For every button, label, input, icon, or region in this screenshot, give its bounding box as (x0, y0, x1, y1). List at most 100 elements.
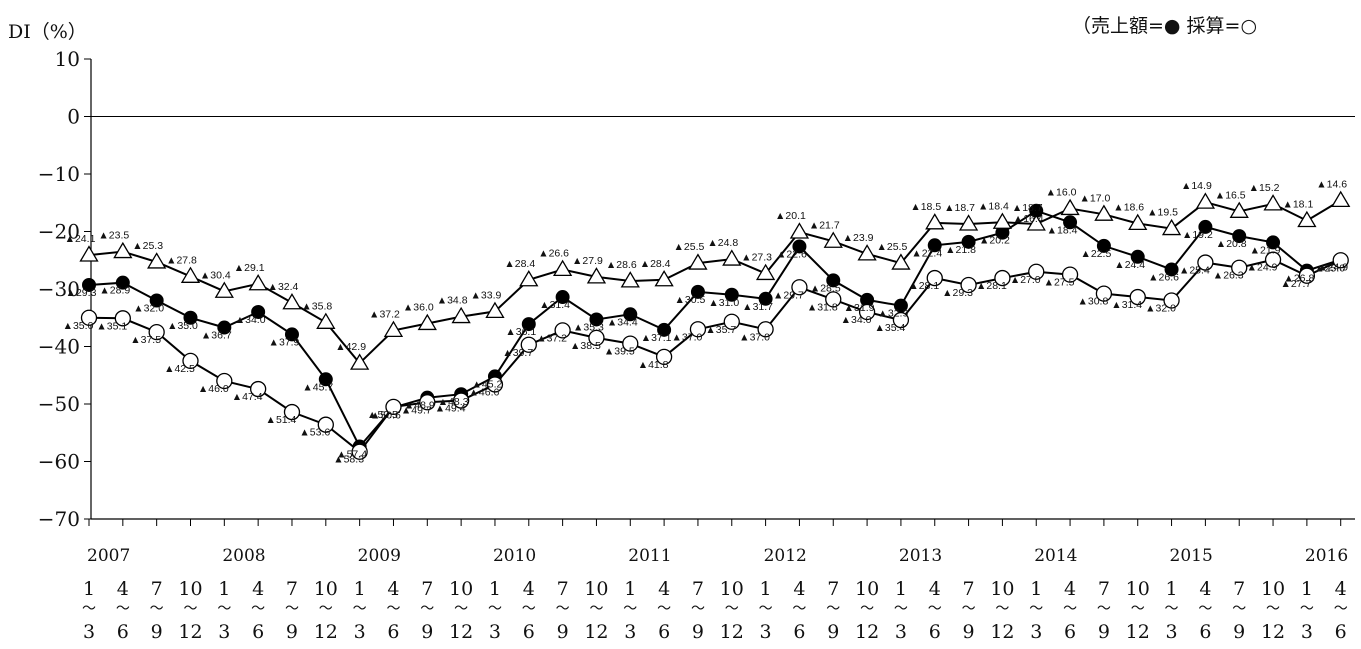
data-point-open-circle (1129, 288, 1146, 306)
x-tick-tilde: ～ (82, 601, 96, 617)
x-tick-end-month: 9 (1233, 621, 1245, 643)
data-point-open-circle (1028, 263, 1045, 280)
data-label: ▲18.5 (910, 201, 941, 213)
data-point-filled-circle (1164, 262, 1179, 277)
data-point-open-circle (283, 403, 301, 421)
data-point-open-triangle (79, 245, 99, 262)
x-year-label: 2016 (1305, 546, 1348, 566)
y-tick-label: −30 (38, 277, 80, 301)
data-label: ▲50.5 (367, 409, 398, 421)
data-label: ▲49.4 (435, 403, 466, 415)
x-tick-end-month: 12 (990, 621, 1014, 643)
x-year-label: 2008 (222, 546, 265, 566)
data-point-open-circle (1163, 292, 1180, 309)
y-tick-label: −10 (38, 162, 80, 186)
x-tick-start-month: 1 (83, 578, 95, 600)
x-tick-end-month: 12 (584, 621, 608, 643)
x-year-label: 2009 (358, 546, 401, 566)
x-tick-start-month: 1 (1166, 578, 1178, 600)
data-label: ▲17.0 (1079, 192, 1110, 204)
data-label: ▲14.6 (1316, 178, 1347, 190)
x-tick-start-month: 10 (1261, 578, 1285, 600)
x-tick-end-month: 12 (1261, 621, 1285, 643)
data-point-open-triangle (1263, 194, 1283, 211)
data-label: ▲20.8 (1216, 238, 1247, 250)
data-label: ▲14.9 (1181, 180, 1212, 192)
data-point-open-triangle (823, 231, 843, 248)
data-point-open-circle (791, 279, 808, 296)
data-label: ▲45.2 (472, 378, 503, 390)
data-label: ▲51.4 (266, 414, 297, 426)
x-tick-tilde: ～ (725, 601, 739, 617)
data-label: ▲32.0 (133, 303, 164, 315)
legend: （売上額=● 採算=○ (1072, 15, 1257, 37)
data-label: ▲32.0 (1145, 303, 1176, 315)
data-point-open-circle (689, 321, 707, 338)
x-tick-tilde: ～ (454, 601, 468, 617)
x-tick-tilde: ～ (1131, 601, 1145, 617)
x-tick-tilde: ～ (217, 601, 231, 617)
data-label: ▲23.9 (843, 232, 874, 244)
data-label: ▲46.6 (469, 386, 500, 398)
data-label: ▲19.2 (1182, 229, 1213, 241)
data-point-open-triangle (654, 270, 674, 287)
data-point-open-triangle (1161, 218, 1182, 236)
data-point-open-circle (858, 303, 876, 321)
x-tick-start-month: 4 (1335, 578, 1347, 600)
data-point-open-circle (757, 321, 774, 338)
x-tick-tilde: ～ (894, 601, 908, 617)
data-point-open-triangle (1026, 214, 1046, 231)
y-tick-label: −40 (38, 335, 80, 359)
data-label: ▲32.9 (877, 308, 908, 320)
data-label: ▲35.0 (63, 320, 94, 332)
x-tick-end-month: 6 (658, 621, 670, 643)
data-point-filled-circle (521, 317, 536, 332)
data-label: ▲31.9 (844, 302, 875, 314)
x-tick-tilde: ～ (386, 601, 400, 617)
x-tick-end-month: 3 (354, 621, 366, 643)
data-point-filled-circle (1130, 249, 1145, 264)
x-tick-end-month: 3 (83, 621, 95, 643)
data-label: ▲25.4 (1179, 265, 1210, 277)
x-year-label: 2011 (628, 546, 671, 566)
x-tick-start-month: 1 (354, 578, 366, 600)
data-label: ▲36.7 (201, 330, 232, 342)
data-label: ▲22.6 (776, 248, 807, 260)
x-tick-tilde: ～ (1266, 601, 1280, 617)
x-tick-start-month: 10 (178, 578, 202, 600)
data-point-filled-circle (82, 277, 96, 292)
data-point-open-triangle (350, 353, 370, 370)
data-point-open-triangle (180, 266, 201, 283)
data-label: ▲45.7 (302, 381, 333, 393)
data-point-open-circle (588, 329, 605, 347)
data-label: ▲18.4 (978, 200, 1009, 212)
data-label: ▲24.9 (1317, 262, 1348, 274)
data-label: ▲26.8 (1283, 273, 1314, 285)
data-point-open-circle (1231, 259, 1248, 276)
data-point-open-triangle (214, 281, 234, 298)
x-tick-tilde: ～ (251, 601, 265, 617)
data-label: ▲19.5 (1147, 207, 1178, 219)
x-tick-tilde: ～ (928, 601, 942, 617)
y-axis-title: DI（%） (8, 21, 87, 43)
x-tick-tilde: ～ (285, 601, 299, 617)
data-label: ▲34.4 (607, 316, 638, 328)
data-point-open-circle (385, 398, 402, 416)
data-point-open-circle (926, 269, 943, 287)
data-label: ▲24.9 (1247, 262, 1278, 274)
data-label: ▲24.1 (65, 233, 96, 245)
data-label: ▲21.9 (1250, 244, 1281, 256)
series-markers (79, 190, 1351, 460)
x-tick-tilde: ～ (995, 601, 1009, 617)
data-point-open-circle (892, 311, 910, 329)
data-label: ▲31.4 (539, 299, 570, 311)
data-label: ▲25.5 (876, 241, 907, 253)
data-point-open-circle (1197, 254, 1214, 271)
data-label: ▲35.1 (96, 320, 127, 332)
data-point-filled-circle (589, 312, 604, 327)
data-label: ▲21.8 (945, 244, 976, 256)
data-point-open-triangle (485, 301, 505, 319)
data-point-open-triangle (1195, 192, 1216, 209)
data-label: ▲21.7 (809, 219, 840, 231)
